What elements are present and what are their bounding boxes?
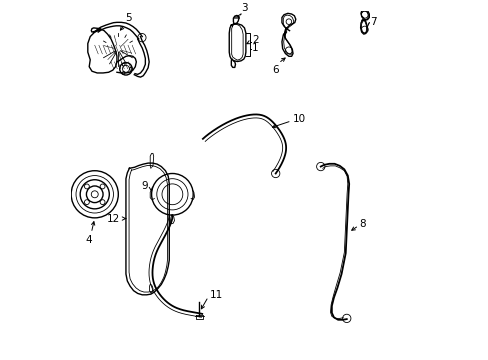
Text: 12: 12 xyxy=(106,213,120,224)
Text: 9: 9 xyxy=(141,181,148,191)
Text: 2: 2 xyxy=(251,35,258,45)
Text: 3: 3 xyxy=(241,3,247,13)
Text: 1: 1 xyxy=(251,43,258,53)
Text: 5: 5 xyxy=(125,13,132,23)
Text: 6: 6 xyxy=(272,65,279,75)
Text: 7: 7 xyxy=(369,17,376,27)
Text: 4: 4 xyxy=(86,235,92,245)
Text: 11: 11 xyxy=(209,290,223,300)
Text: 10: 10 xyxy=(292,114,305,125)
Text: 8: 8 xyxy=(359,219,366,229)
